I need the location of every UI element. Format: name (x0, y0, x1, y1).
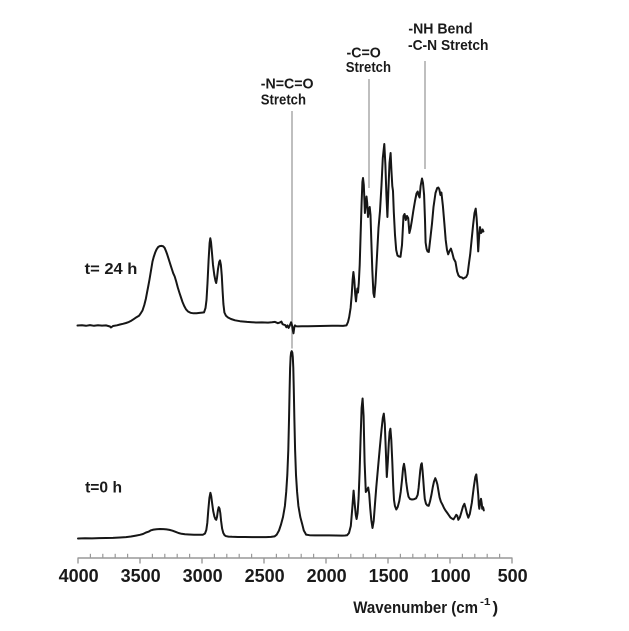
svg-text:Wavenumber (cm: Wavenumber (cm (353, 598, 478, 617)
svg-text:1000: 1000 (431, 566, 471, 586)
svg-text:): ) (493, 598, 499, 617)
svg-text:3500: 3500 (121, 566, 161, 586)
svg-text:-NH Bend: -NH Bend (408, 20, 472, 37)
svg-text:3000: 3000 (183, 566, 223, 586)
svg-text:-C=O: -C=O (347, 44, 382, 61)
svg-text:-1: -1 (480, 596, 491, 608)
svg-text:Stretch: Stretch (261, 91, 306, 108)
svg-text:2000: 2000 (307, 566, 347, 586)
svg-text:t= 24 h: t= 24 h (85, 261, 138, 278)
svg-text:-N=C=O: -N=C=O (261, 76, 314, 93)
svg-text:4000: 4000 (59, 566, 99, 586)
svg-text:2500: 2500 (245, 566, 285, 586)
svg-text:500: 500 (498, 566, 528, 586)
svg-text:-C-N Stretch: -C-N Stretch (408, 37, 489, 54)
svg-text:1500: 1500 (369, 566, 409, 586)
svg-text:t=0 h: t=0 h (85, 480, 122, 497)
svg-text:Stretch: Stretch (346, 59, 391, 76)
